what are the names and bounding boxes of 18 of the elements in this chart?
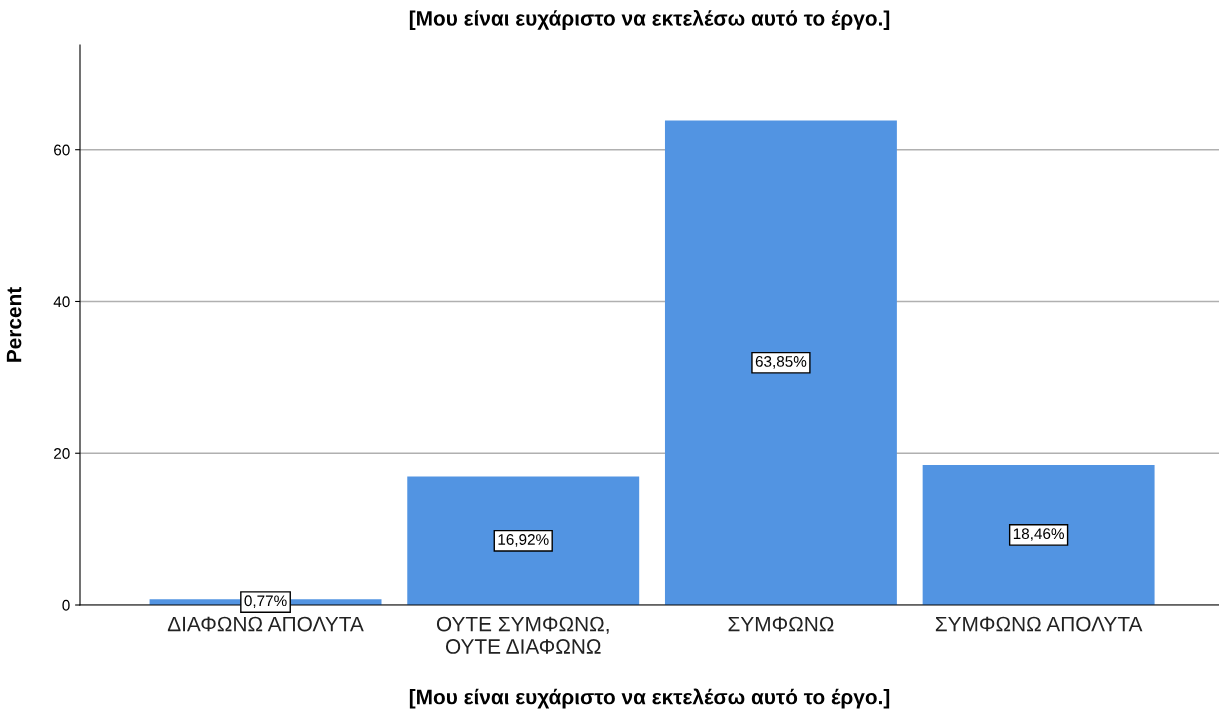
y-tick-label: 20 — [54, 448, 70, 459]
data-label: 16,92% — [498, 534, 549, 547]
data-label: 63,85% — [755, 356, 807, 369]
x-tick-label: ΟΥΤΕ ΣΥΜΦΩΝΩ, ΟΥΤΕ ΔΙΑΦΩΝΩ — [436, 616, 609, 654]
data-label: 18,46% — [1013, 528, 1064, 541]
x-axis-title: [Μου είναι ευχάριστο να εκτελέσω αυτό το έργο.] — [409, 688, 890, 709]
y-axis-title: Percent — [6, 287, 22, 362]
x-tick-label: ΣΥΜΦΩΝΩ ΑΠΟΛΥΤΑ — [935, 616, 1143, 632]
y-tick-label: 60 — [54, 144, 70, 156]
x-tick-label: ΔΙΑΦΩΝΩ ΑΠΟΛΥΤΑ — [167, 616, 364, 632]
x-tick-label: ΣΥΜΦΩΝΩ — [728, 616, 834, 632]
y-tick-label: 40 — [53, 296, 70, 308]
data-label: 0,77% — [244, 595, 287, 608]
bar — [664, 120, 897, 605]
bar — [922, 464, 1155, 605]
y-tick-label: 0 — [62, 599, 70, 611]
chart-title: [Μου είναι ευχάριστο να εκτελέσω αυτό το έργο.] — [409, 9, 890, 30]
bar — [407, 476, 640, 605]
